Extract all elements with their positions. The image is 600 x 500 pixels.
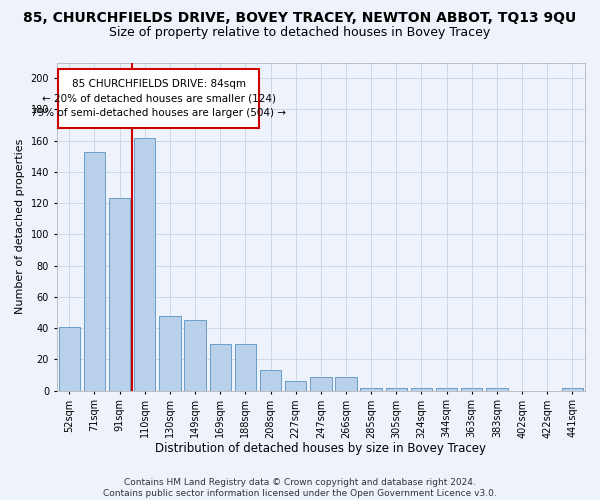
Bar: [209, 344, 231, 391]
Bar: [436, 388, 457, 390]
Bar: [134, 138, 155, 390]
Bar: [184, 320, 206, 390]
Bar: [386, 388, 407, 390]
Bar: [361, 388, 382, 390]
Bar: [335, 376, 356, 390]
Bar: [260, 370, 281, 390]
Bar: [461, 388, 482, 390]
Y-axis label: Number of detached properties: Number of detached properties: [15, 139, 25, 314]
Bar: [235, 344, 256, 391]
Bar: [59, 326, 80, 390]
Text: Size of property relative to detached houses in Bovey Tracey: Size of property relative to detached ho…: [109, 26, 491, 39]
FancyBboxPatch shape: [58, 69, 259, 128]
Bar: [159, 316, 181, 390]
Bar: [84, 152, 105, 390]
Bar: [109, 198, 130, 390]
Bar: [486, 388, 508, 390]
X-axis label: Distribution of detached houses by size in Bovey Tracey: Distribution of detached houses by size …: [155, 442, 487, 455]
Bar: [285, 382, 307, 390]
Bar: [310, 376, 332, 390]
Bar: [562, 388, 583, 390]
Text: Contains HM Land Registry data © Crown copyright and database right 2024.
Contai: Contains HM Land Registry data © Crown c…: [103, 478, 497, 498]
Text: 85 CHURCHFIELDS DRIVE: 84sqm
← 20% of detached houses are smaller (124)
79% of s: 85 CHURCHFIELDS DRIVE: 84sqm ← 20% of de…: [31, 78, 286, 118]
Bar: [411, 388, 432, 390]
Text: 85, CHURCHFIELDS DRIVE, BOVEY TRACEY, NEWTON ABBOT, TQ13 9QU: 85, CHURCHFIELDS DRIVE, BOVEY TRACEY, NE…: [23, 11, 577, 25]
